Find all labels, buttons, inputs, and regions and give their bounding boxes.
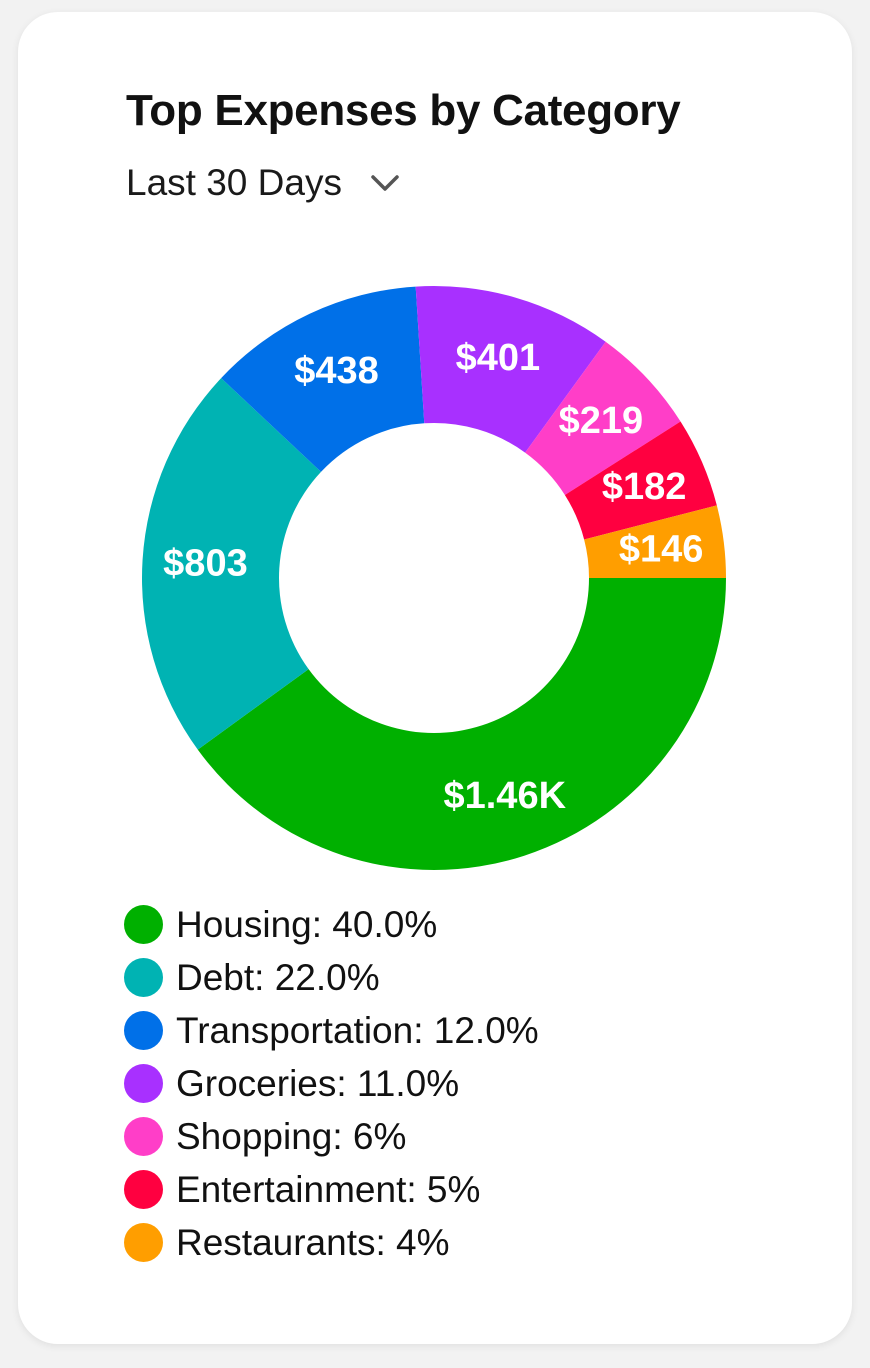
legend-swatch bbox=[124, 1170, 163, 1209]
legend-item-entertainment: Entertainment: 5% bbox=[124, 1163, 539, 1216]
legend-swatch bbox=[124, 1064, 163, 1103]
legend-label: Housing: 40.0% bbox=[176, 903, 438, 945]
legend-label: Debt: 22.0% bbox=[176, 956, 380, 998]
legend-label: Shopping: 6% bbox=[176, 1115, 407, 1157]
legend-label: Restaurants: 4% bbox=[176, 1221, 450, 1263]
legend-swatch bbox=[124, 958, 163, 997]
period-dropdown-value: Last 30 Days bbox=[126, 162, 342, 203]
legend-label: Entertainment: 5% bbox=[176, 1168, 481, 1210]
legend-item-debt: Debt: 22.0% bbox=[124, 951, 539, 1004]
legend-item-transportation: Transportation: 12.0% bbox=[124, 1004, 539, 1057]
legend-swatch bbox=[124, 1117, 163, 1156]
legend-swatch bbox=[124, 1011, 163, 1050]
donut-slice-entertainment[interactable] bbox=[564, 421, 717, 540]
donut-slice-debt[interactable] bbox=[142, 378, 322, 750]
chart-legend: Housing: 40.0% Debt: 22.0% Transportation:… bbox=[124, 898, 539, 1269]
expenses-card: Top Expenses by Category Last 30 Days $1… bbox=[18, 12, 852, 1344]
chevron-down-icon bbox=[371, 175, 399, 191]
legend-swatch bbox=[124, 905, 163, 944]
donut-slice-restaurants[interactable] bbox=[584, 505, 726, 578]
card-title: Top Expenses by Category bbox=[126, 86, 681, 135]
donut-slice-housing[interactable] bbox=[197, 578, 727, 870]
legend-item-groceries: Groceries: 11.0% bbox=[124, 1057, 539, 1110]
legend-label: Transportation: 12.0% bbox=[176, 1009, 539, 1051]
legend-item-shopping: Shopping: 6% bbox=[124, 1110, 539, 1163]
legend-item-housing: Housing: 40.0% bbox=[124, 898, 539, 951]
donut-slice-groceries[interactable] bbox=[415, 286, 606, 453]
donut-slice-shopping[interactable] bbox=[525, 341, 681, 495]
legend-swatch bbox=[124, 1223, 163, 1262]
legend-label: Groceries: 11.0% bbox=[176, 1062, 460, 1104]
period-dropdown[interactable]: Last 30 Days bbox=[126, 158, 400, 208]
donut-slice-transportation[interactable] bbox=[221, 286, 425, 472]
legend-item-restaurants: Restaurants: 4% bbox=[124, 1216, 539, 1269]
